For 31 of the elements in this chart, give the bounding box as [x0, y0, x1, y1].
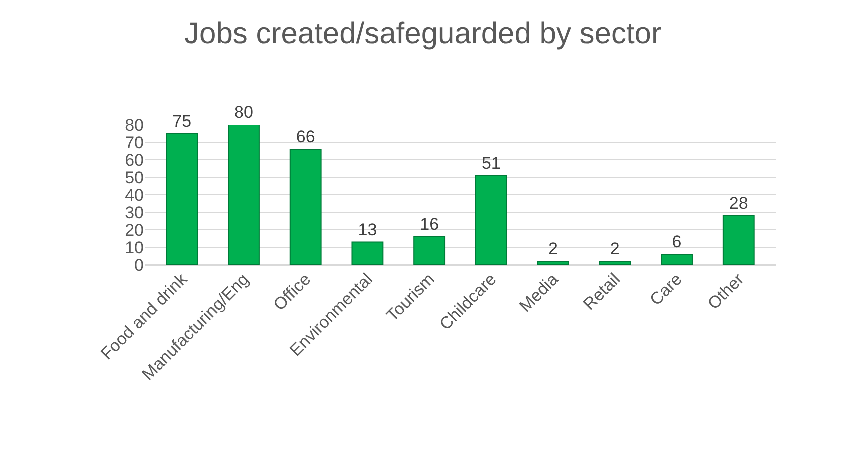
bar — [661, 254, 693, 265]
bar — [414, 236, 446, 265]
data-label: 6 — [672, 232, 682, 252]
bar — [537, 261, 570, 265]
y-tick-label: 10 — [125, 238, 144, 258]
data-label: 80 — [234, 103, 254, 122]
y-tick-label: 50 — [125, 168, 144, 188]
data-label: 28 — [729, 194, 748, 213]
bar — [352, 242, 384, 265]
bar — [599, 261, 632, 265]
data-label: 75 — [172, 112, 192, 131]
data-label: 16 — [420, 215, 440, 234]
y-tick-label: 0 — [134, 256, 144, 275]
y-tick-label: 20 — [125, 220, 144, 240]
x-tick-label: Care — [646, 270, 686, 310]
data-label: 2 — [548, 240, 558, 258]
y-tick-label: 80 — [125, 116, 144, 135]
bar — [475, 175, 508, 265]
bar — [722, 216, 755, 265]
data-label: 51 — [482, 154, 501, 173]
bar — [166, 133, 198, 265]
bar — [228, 125, 260, 265]
bar — [290, 149, 322, 265]
data-label: 66 — [296, 128, 316, 146]
y-tick-label: 60 — [125, 150, 144, 170]
y-tick-label: 70 — [125, 133, 144, 152]
y-tick-label: 40 — [125, 186, 144, 205]
data-label: 13 — [358, 220, 378, 240]
y-tick-label: 30 — [125, 203, 144, 222]
chart-title: Jobs created/safeguarded by sector — [184, 18, 662, 50]
data-label: 2 — [610, 240, 620, 258]
